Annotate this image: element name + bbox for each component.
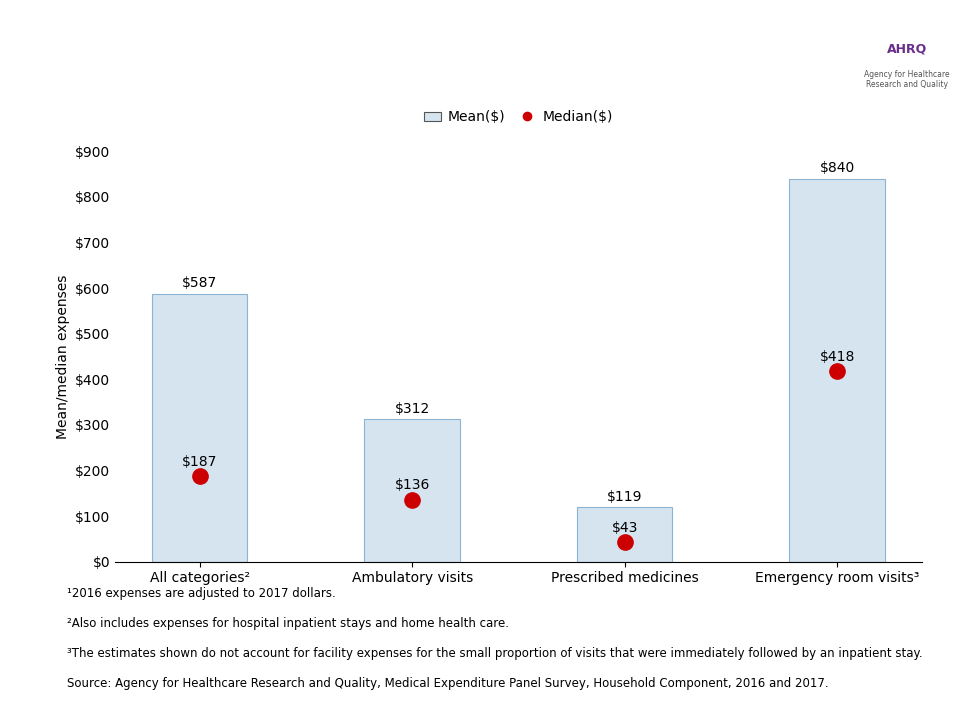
Text: ¹2016 expenses are adjusted to 2017 dollars.: ¹2016 expenses are adjusted to 2017 doll… (67, 587, 336, 600)
Text: ²Also includes expenses for hospital inpatient stays and home health care.: ²Also includes expenses for hospital inp… (67, 617, 509, 630)
Text: AHRQ: AHRQ (887, 42, 927, 55)
Text: $43: $43 (612, 521, 637, 535)
Text: Source: Agency for Healthcare Research and Quality, Medical Expenditure Panel Su: Source: Agency for Healthcare Research a… (67, 678, 828, 690)
Text: $312: $312 (395, 402, 430, 415)
Text: Figure 3. Mean and median annual expenses¹ per person: Figure 3. Mean and median annual expense… (77, 33, 749, 53)
Text: $418: $418 (820, 350, 854, 364)
Bar (152, 294, 248, 562)
Text: $119: $119 (607, 490, 642, 504)
Text: ³The estimates shown do not account for facility expenses for the small proporti: ³The estimates shown do not account for … (67, 647, 923, 660)
Bar (577, 508, 672, 562)
Bar (789, 179, 885, 562)
Legend: Mean($), Median($): Mean($), Median($) (419, 105, 618, 130)
Text: $840: $840 (820, 161, 854, 175)
Text: $187: $187 (182, 455, 217, 469)
Y-axis label: Mean/median expenses: Mean/median expenses (56, 274, 69, 438)
Polygon shape (844, 0, 960, 125)
Text: Agency for Healthcare
Research and Quality: Agency for Healthcare Research and Quali… (864, 70, 950, 89)
Text: $587: $587 (182, 276, 217, 290)
Text: for influenza treatment by service type, 2016-17: for influenza treatment by service type,… (126, 78, 700, 98)
Text: $136: $136 (395, 478, 430, 492)
Bar (365, 419, 460, 562)
